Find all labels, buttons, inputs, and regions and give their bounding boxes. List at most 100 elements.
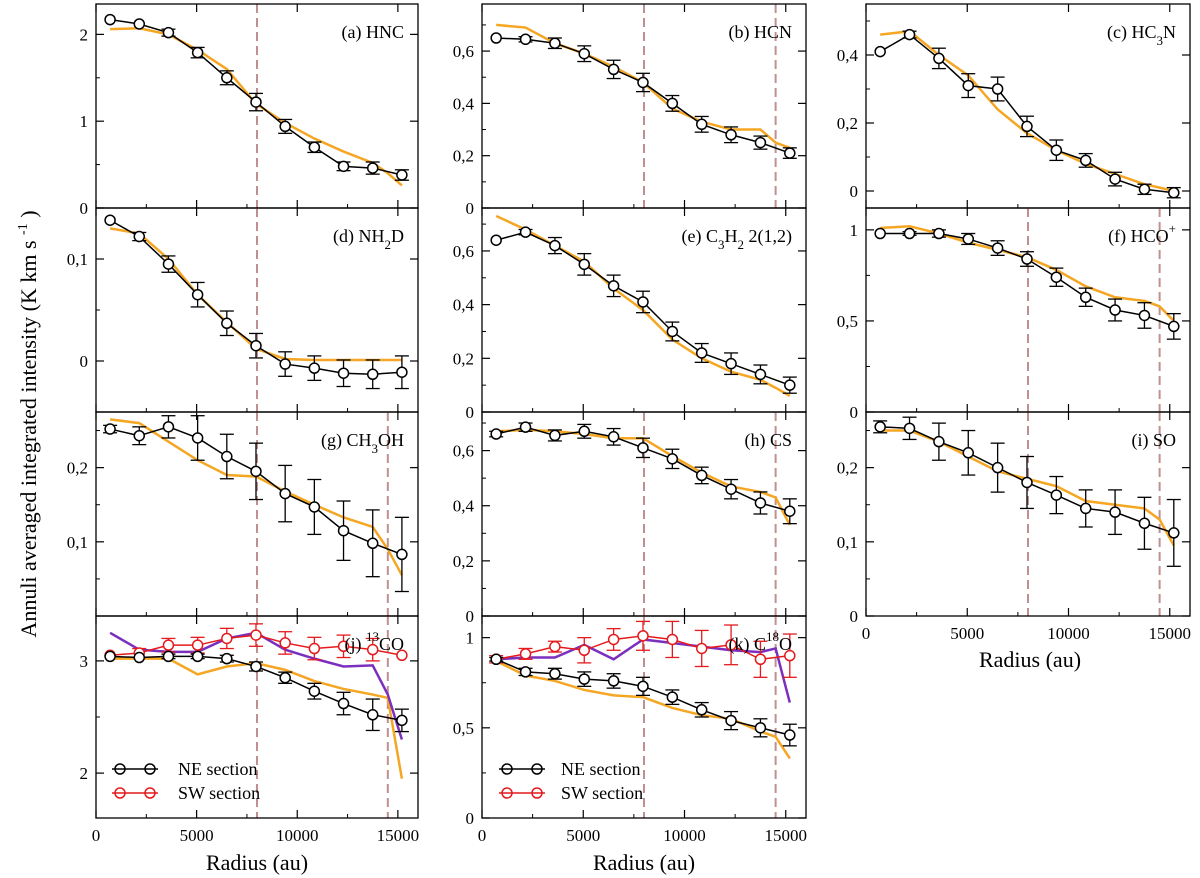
panel-c-ne-point-2 — [933, 52, 945, 65]
panel-i-title-main: (i) SO — [1132, 430, 1177, 451]
panel-k-sw-point-5 — [637, 630, 649, 642]
panel-i-ne-point-8 — [1109, 506, 1121, 518]
panel-h-ne-point-6 — [666, 453, 679, 465]
panel-a-ne-point-7 — [308, 141, 321, 153]
panel-j-plot — [104, 616, 409, 818]
panel-k-ytick-label-1: 0,5 — [453, 719, 474, 738]
panel-d-title-end: D — [391, 226, 404, 246]
panel-d-title: (d) NH2D — [333, 226, 404, 252]
panel-c-ne-point-3 — [962, 79, 975, 92]
panel-h-ytick-label-0: 0 — [466, 607, 475, 626]
legend-j-ne-marker-left — [114, 763, 126, 775]
panel-f-title-main: (f) HCO — [1108, 226, 1169, 247]
panel-c-ne-point-4 — [991, 83, 1004, 95]
legend-k-ne-marker-right — [531, 763, 543, 775]
panel-g-ne-point-10 — [396, 548, 408, 561]
panel-h-ne-point-8 — [725, 483, 737, 495]
panel-c-plot — [874, 28, 1181, 199]
panel-f-ytick-label-2: 1 — [850, 221, 859, 240]
legend-k-ne-label: NE section — [561, 759, 640, 779]
panel-k-ne-point-5 — [637, 680, 649, 693]
panel-e-ne-point-3 — [578, 258, 591, 271]
panel-j-xtick-label-3: 15000 — [377, 826, 420, 845]
legend-j-sw: SW section — [112, 783, 260, 803]
panel-a-ne-point-8 — [337, 160, 350, 173]
panel-b-ne-point-8 — [725, 129, 737, 141]
panel-a-ne-point-3 — [191, 46, 204, 59]
panel-k-model-sw — [496, 638, 792, 703]
panel-f-ne-point-0 — [874, 227, 886, 240]
panel-h-ne-point-5 — [637, 442, 649, 454]
panel-g-ne-point-2 — [162, 421, 175, 433]
panel-g-ne-point-7 — [308, 501, 321, 513]
panel-i-ytick-label-1: 0,1 — [837, 533, 858, 552]
panel-g-ne-point-1 — [133, 429, 146, 442]
panel-j-ne-point-8 — [337, 697, 350, 710]
panel-a-ytick-label-2: 2 — [80, 25, 89, 44]
panel-c-title-main: (c) HC — [1107, 22, 1156, 43]
panel-i-ytick-label-2: 0,2 — [837, 459, 858, 478]
panel-g-ne-point-3 — [191, 432, 204, 444]
panel-h-ne-point-7 — [695, 469, 708, 482]
panel-d-ne-point-9 — [366, 368, 379, 381]
panel-i-ne-point-6 — [1050, 489, 1063, 501]
panel-i-ne-point-10 — [1168, 527, 1180, 539]
legend-k-ne: NE section — [499, 759, 640, 779]
panel-j-ne-point-5 — [250, 660, 262, 673]
panel-i-ne-point-0 — [874, 421, 886, 433]
panel-j-xtick-label-1: 5000 — [180, 826, 214, 845]
panel-f-ne-point-3 — [962, 233, 975, 245]
legend-j-sw-marker-left — [114, 787, 126, 799]
panel-k-sw-point-3 — [578, 644, 591, 657]
panel-h-ytick-label-2: 0,4 — [453, 497, 475, 516]
panel-d-plot — [104, 208, 409, 412]
x-axis-label-col2: Radius (au) — [593, 850, 695, 875]
panel-b-ne-point-2 — [549, 37, 561, 49]
panels: 0 1 2 (a) HNC 0 0,2 0,4 0,6 (b) HCN 0 0,2 0,4 (c) HC… — [67, 3, 1191, 845]
panel-e-ne-point-5 — [637, 296, 649, 308]
panel-b-ne-point-1 — [519, 33, 532, 46]
panel-c-ne-point-1 — [903, 28, 916, 41]
panel-f: 0 0,5 1 (f) HCO+ — [837, 207, 1191, 422]
panel-j-sw-point-3 — [191, 639, 204, 651]
panel-b-ne-point-10 — [784, 147, 796, 159]
panel-a-ne-point-10 — [396, 169, 408, 181]
panel-e-title-main: (e) C — [682, 226, 718, 247]
panel-c-title: (c) HC3N — [1107, 22, 1176, 48]
panel-i: 0 0,1 0,2 0 5000 10000 15000 (i) SO — [837, 411, 1191, 643]
panel-h-ne-point-9 — [754, 497, 767, 509]
panel-i-xtick-label-2: 10000 — [1047, 624, 1090, 643]
panel-b-ytick-label-2: 0,4 — [453, 94, 475, 113]
panel-e-ne-point-8 — [725, 357, 737, 370]
panel-e-ne-point-4 — [607, 280, 620, 292]
panel-a-ne-point-1 — [133, 18, 146, 30]
panel-d-ne-point-3 — [191, 288, 204, 301]
panel-d-ne-point-7 — [308, 362, 321, 374]
panel-e-ne-point-2 — [549, 239, 561, 252]
panel-j-title-sup: 13 — [366, 629, 379, 644]
panel-e-ytick-label-0: 0 — [466, 403, 475, 422]
panel-d-ne-point-6 — [279, 358, 291, 370]
panel-j-sw-point-5 — [250, 629, 262, 641]
panel-j-ne-point-10 — [396, 714, 408, 727]
panel-k-model-ne — [495, 659, 791, 760]
legend-j-ne: NE section — [112, 759, 257, 779]
panel-f-ne-point-1 — [903, 227, 916, 240]
panel-j-title-main: (j) — [344, 634, 366, 655]
panel-j-ne-point-4 — [221, 652, 233, 665]
legend-k-sw-marker-left — [501, 787, 513, 799]
panel-k-sw-point-7 — [695, 642, 708, 655]
panel-i-ne-point-2 — [933, 435, 945, 448]
panel-g-ne-point-8 — [337, 524, 350, 537]
panel-g-title-main: (g) CH — [321, 430, 372, 451]
panel-b-ne-point-9 — [754, 136, 767, 149]
panel-h-ytick-label-1: 0,2 — [453, 552, 474, 571]
panel-g-ytick-label-1: 0,2 — [67, 459, 88, 478]
panel-g-plot — [103, 412, 409, 616]
panel-e-title-end: 2(1,2) — [744, 226, 792, 247]
legend-k: NE section SW section — [499, 759, 643, 803]
panel-h-ne-point-0 — [490, 428, 502, 440]
panel-f-ytick-label-0: 0 — [850, 403, 859, 422]
panel-e-ytick-label-2: 0,4 — [453, 296, 475, 315]
panel-g-ne-point-6 — [279, 487, 291, 500]
